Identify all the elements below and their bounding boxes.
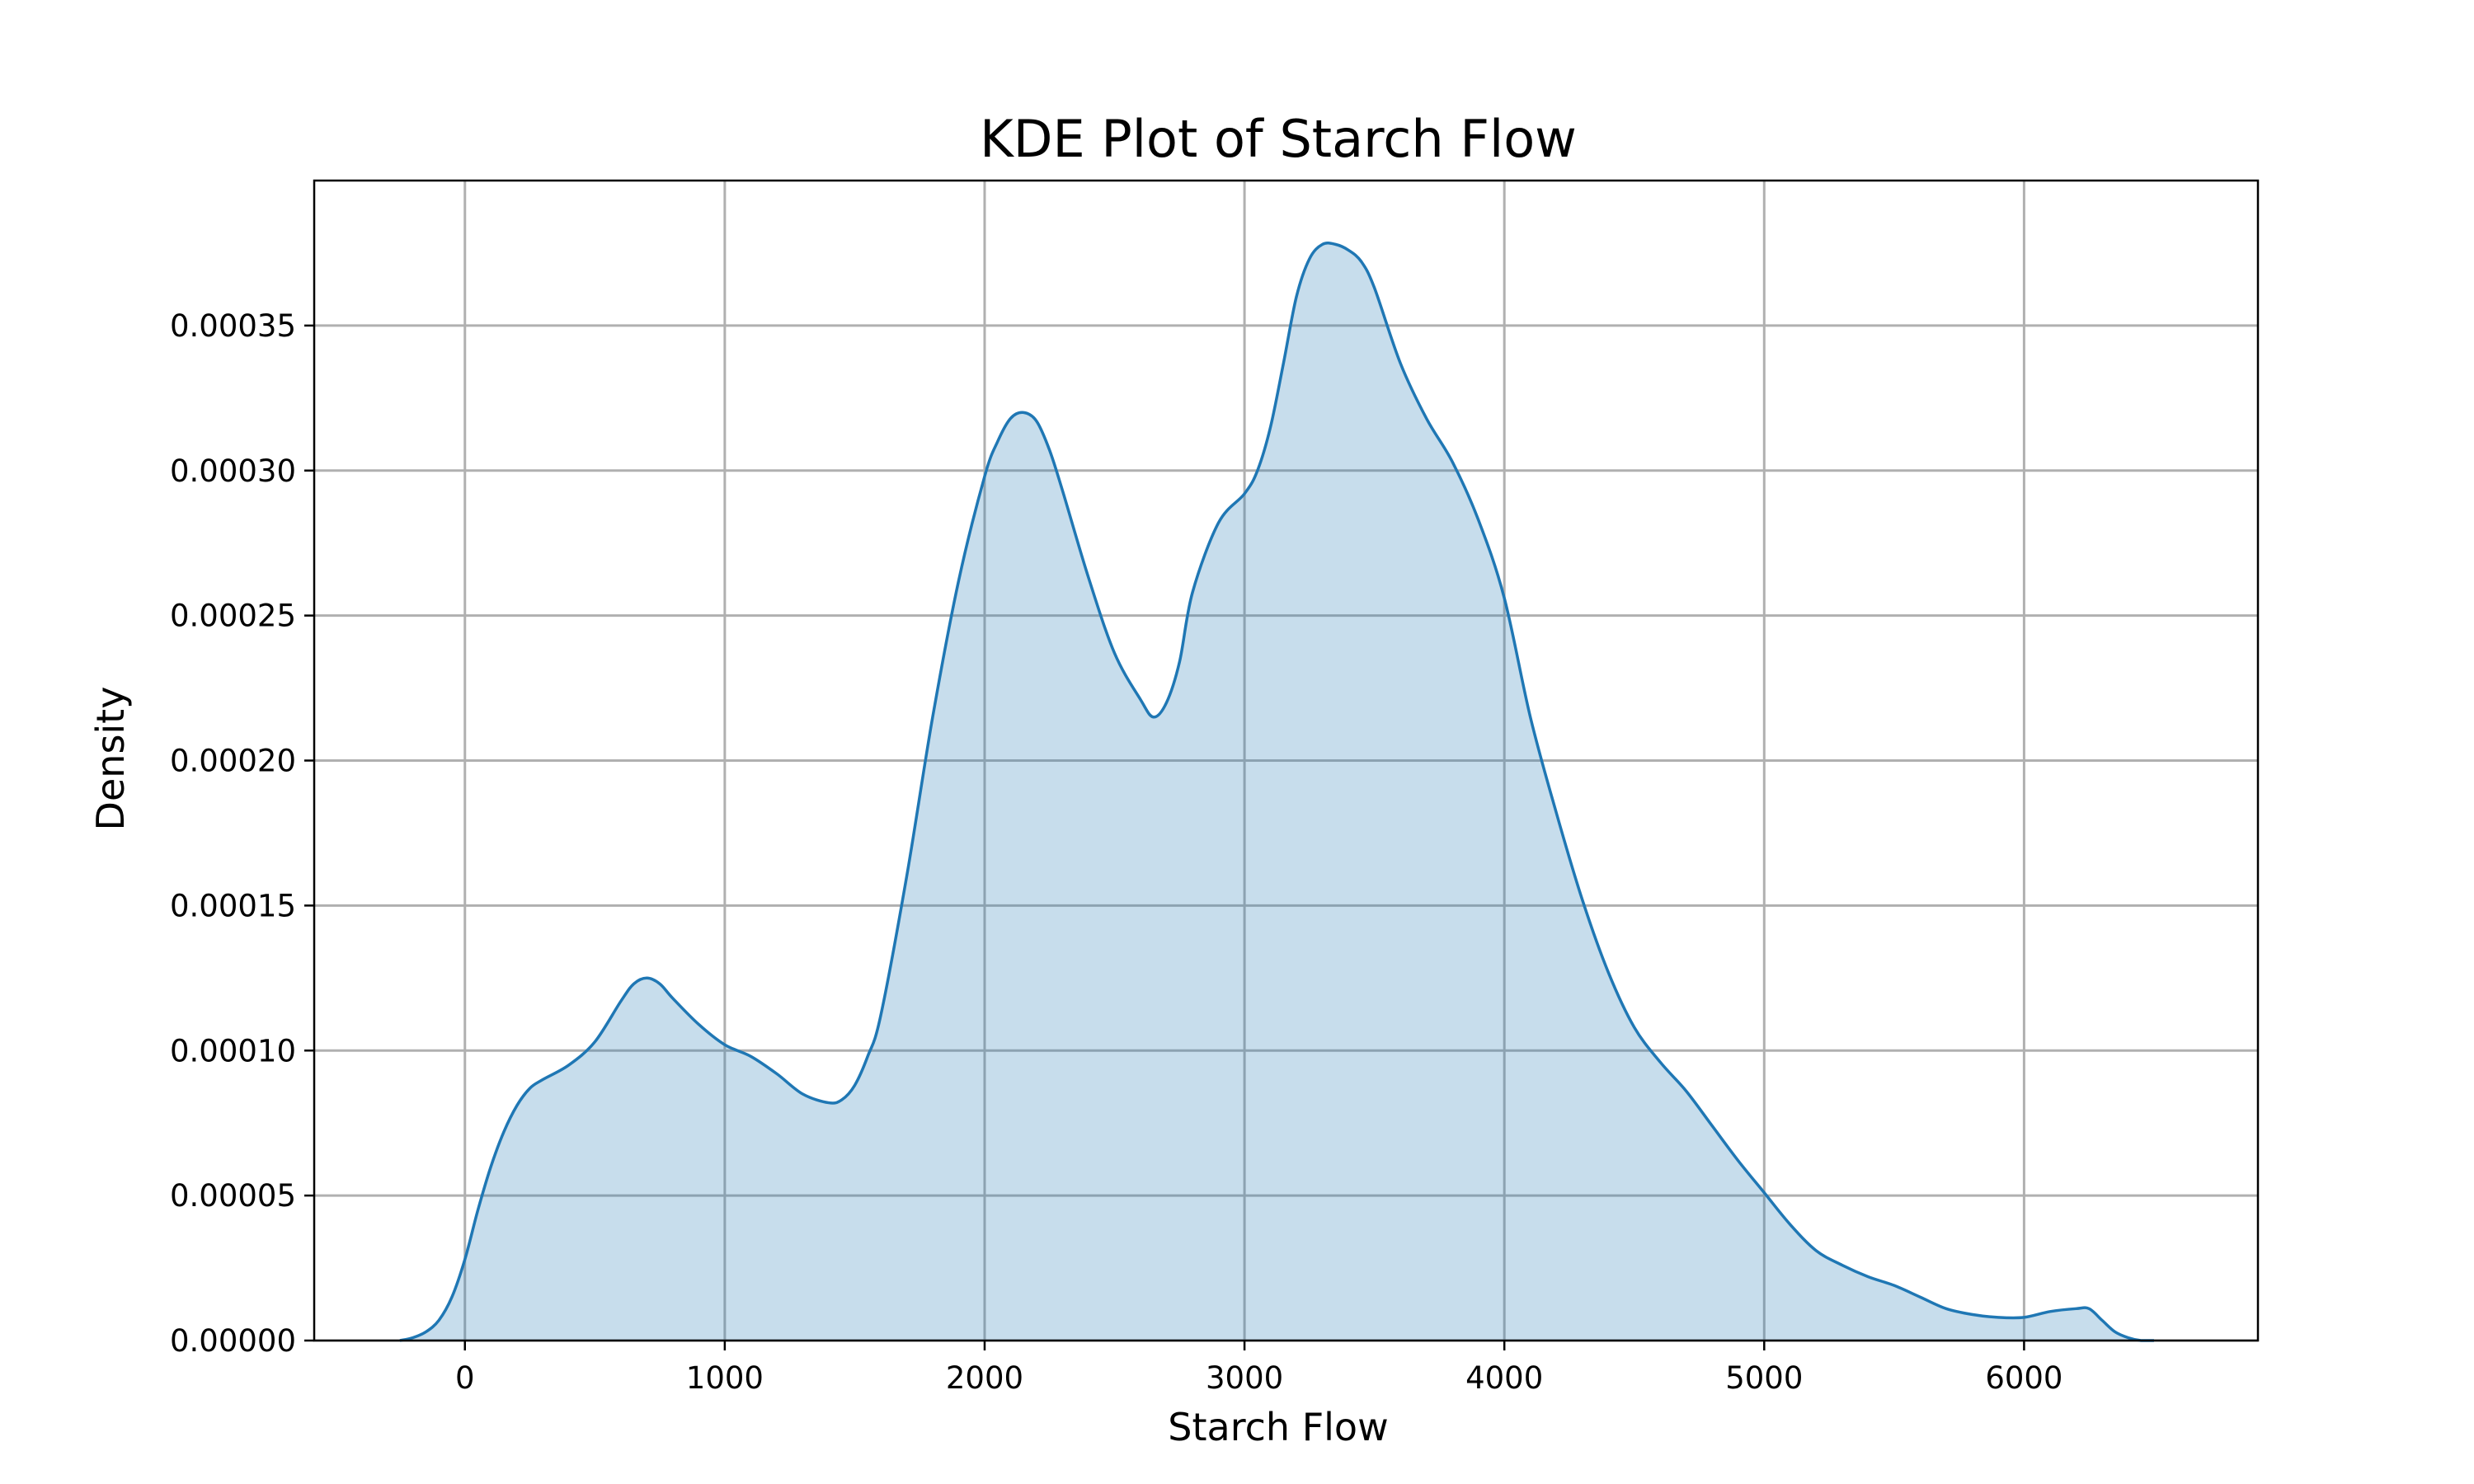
y-tick-label: 0.00000 xyxy=(170,1323,296,1359)
x-tick-label: 1000 xyxy=(686,1360,764,1396)
y-tick-label: 0.00005 xyxy=(170,1178,296,1214)
y-tick-label: 0.00035 xyxy=(170,308,296,344)
y-tick-label: 0.00020 xyxy=(170,744,296,779)
y-tick-label: 0.00025 xyxy=(170,599,296,634)
y-tick-label: 0.00010 xyxy=(170,1033,296,1068)
x-tick-label: 6000 xyxy=(1985,1360,2062,1396)
x-tick-label: 2000 xyxy=(946,1360,1023,1396)
x-axis-label: Starch Flow xyxy=(1168,1405,1388,1449)
ticks-layer: 0 1000 2000 3000 4000 5000 6000 0.00000 0.00005 0… xyxy=(170,308,2063,1396)
x-tick-label: 3000 xyxy=(1206,1360,1283,1396)
chart-title: KDE Plot of Starch Flow xyxy=(980,109,1577,169)
kde-curve-line xyxy=(399,242,2154,1342)
y-axis-label: Density xyxy=(88,687,133,831)
kde-fill-area xyxy=(399,242,2154,1341)
x-tick-label: 4000 xyxy=(1465,1360,1543,1396)
y-tick-label: 0.00030 xyxy=(170,453,296,489)
x-tick-label: 5000 xyxy=(1725,1360,1803,1396)
x-tick-label: 0 xyxy=(455,1360,475,1396)
y-tick-label: 0.00015 xyxy=(170,888,296,923)
